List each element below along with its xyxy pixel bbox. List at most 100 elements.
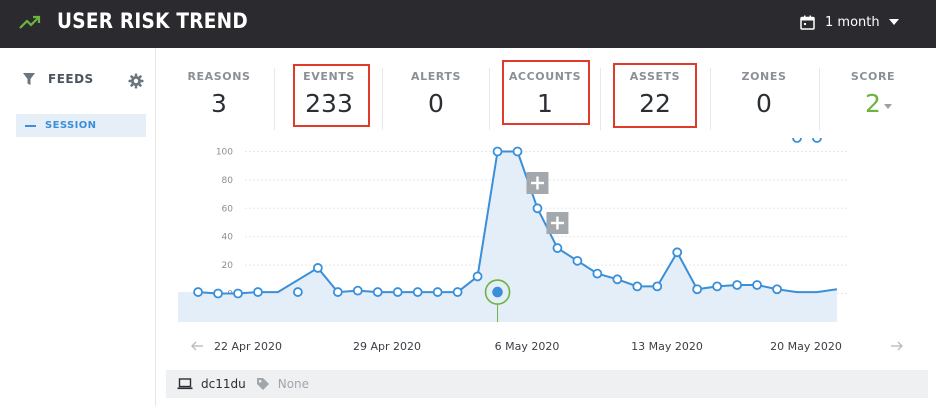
divider bbox=[600, 68, 601, 130]
plus-icon[interactable] bbox=[546, 212, 569, 234]
y-tick-label: 100 bbox=[216, 148, 233, 158]
highlight-box-events bbox=[293, 64, 370, 127]
data-point[interactable] bbox=[472, 271, 483, 282]
stat-value: 3 bbox=[211, 89, 227, 118]
data-point[interactable] bbox=[792, 138, 802, 143]
stat-events: EVENTS 233 bbox=[279, 68, 379, 132]
divider bbox=[710, 68, 711, 130]
data-point[interactable] bbox=[652, 281, 663, 292]
stat-label: ZONES bbox=[741, 70, 787, 83]
stat-value: 22 bbox=[639, 89, 671, 118]
active-indicator bbox=[25, 124, 36, 127]
stat-zones: ZONES 0 bbox=[714, 68, 814, 132]
selected-data-point[interactable] bbox=[492, 286, 503, 298]
header-bar: USER RISK TREND 1 month bbox=[0, 0, 936, 48]
stat-value: 2 bbox=[865, 89, 881, 118]
y-tick-label: 20 bbox=[222, 261, 234, 271]
data-point[interactable] bbox=[213, 288, 223, 299]
laptop-icon bbox=[177, 378, 193, 390]
sidebar-item-label: SESSION bbox=[45, 120, 97, 131]
asset-footer: dc11du None bbox=[166, 370, 928, 398]
period-label: 1 month bbox=[825, 14, 880, 30]
stat-label: ASSETS bbox=[629, 70, 681, 83]
plus-icon[interactable] bbox=[526, 172, 549, 194]
tag-icon bbox=[256, 378, 269, 390]
data-point[interactable] bbox=[392, 287, 403, 297]
divider bbox=[274, 68, 275, 130]
divider bbox=[489, 68, 490, 130]
stat-alerts: ALERTS 0 bbox=[386, 68, 486, 132]
data-point[interactable] bbox=[233, 288, 243, 299]
stat-label: SCORE bbox=[850, 70, 896, 83]
y-tick-label: 60 bbox=[222, 204, 234, 214]
data-point[interactable] bbox=[332, 287, 343, 297]
data-point[interactable] bbox=[812, 138, 822, 143]
y-tick-label: 80 bbox=[222, 176, 234, 186]
data-point[interactable] bbox=[372, 287, 383, 297]
data-point[interactable] bbox=[452, 287, 463, 297]
data-point[interactable] bbox=[632, 281, 643, 292]
stat-label: ACCOUNTS bbox=[508, 70, 582, 83]
x-tick-label: 29 Apr 2020 bbox=[353, 340, 421, 353]
data-point[interactable] bbox=[692, 284, 703, 295]
x-tick-label: 6 May 2020 bbox=[495, 340, 560, 353]
area-fill bbox=[178, 151, 837, 322]
y-tick-label: 40 bbox=[222, 233, 234, 243]
filter-icon[interactable] bbox=[22, 72, 36, 86]
data-point[interactable] bbox=[352, 285, 363, 296]
data-point[interactable] bbox=[492, 146, 503, 157]
data-point[interactable] bbox=[592, 268, 603, 279]
data-point[interactable] bbox=[612, 274, 623, 285]
asset-hostname[interactable]: dc11du bbox=[201, 377, 246, 391]
selection-ring bbox=[484, 279, 511, 305]
x-axis: 22 Apr 2020 29 Apr 2020 6 May 2020 13 May 2… bbox=[214, 340, 842, 353]
stat-accounts: ACCOUNTS 1 bbox=[495, 68, 595, 132]
data-points bbox=[193, 138, 822, 299]
data-point[interactable] bbox=[512, 146, 523, 157]
x-tick-label: 22 Apr 2020 bbox=[214, 340, 282, 353]
divider bbox=[382, 68, 383, 130]
asset-tag: None bbox=[277, 377, 310, 391]
gear-icon[interactable] bbox=[128, 73, 144, 89]
stat-reasons: REASONS 3 bbox=[169, 68, 269, 132]
arrow-right-icon[interactable] bbox=[891, 341, 903, 351]
chevron-down-icon[interactable] bbox=[884, 104, 892, 109]
sidebar-item-session[interactable]: SESSION bbox=[16, 114, 146, 137]
stat-value: 0 bbox=[428, 89, 444, 118]
calendar-icon bbox=[800, 15, 815, 30]
stat-score[interactable]: SCORE 2 bbox=[823, 68, 923, 132]
data-point[interactable] bbox=[712, 281, 723, 292]
highlight-box-assets bbox=[613, 63, 697, 128]
highlight-box-accounts bbox=[502, 60, 590, 125]
data-point[interactable] bbox=[732, 280, 743, 290]
stat-assets: ASSETS 22 bbox=[605, 68, 705, 132]
trend-up-icon bbox=[19, 15, 41, 29]
arrow-left-icon[interactable] bbox=[191, 341, 203, 351]
data-point[interactable] bbox=[672, 247, 683, 258]
divider bbox=[819, 68, 820, 130]
feeds-header: FEEDS bbox=[22, 72, 94, 86]
sidebar: FEEDS SESSION bbox=[0, 48, 156, 406]
feeds-label: FEEDS bbox=[48, 72, 94, 86]
data-point[interactable] bbox=[292, 287, 303, 297]
chevron-down-icon bbox=[888, 19, 899, 25]
stat-value: 1 bbox=[537, 89, 553, 118]
data-point[interactable] bbox=[752, 280, 762, 290]
data-point[interactable] bbox=[772, 284, 782, 295]
stat-label: EVENTS bbox=[303, 70, 355, 83]
data-point[interactable] bbox=[432, 287, 443, 297]
data-point[interactable] bbox=[412, 287, 423, 297]
x-tick-label: 13 May 2020 bbox=[631, 340, 703, 353]
event-markers bbox=[526, 172, 569, 234]
stat-value: 0 bbox=[756, 89, 772, 118]
data-point[interactable] bbox=[253, 287, 263, 297]
data-point[interactable] bbox=[532, 203, 543, 214]
stat-label: REASONS bbox=[187, 70, 251, 83]
data-point[interactable] bbox=[193, 287, 203, 297]
period-selector[interactable]: 1 month bbox=[800, 10, 899, 34]
stat-value: 233 bbox=[305, 89, 353, 118]
data-point[interactable] bbox=[552, 243, 563, 253]
data-point[interactable] bbox=[572, 255, 583, 266]
data-point[interactable] bbox=[312, 263, 323, 273]
